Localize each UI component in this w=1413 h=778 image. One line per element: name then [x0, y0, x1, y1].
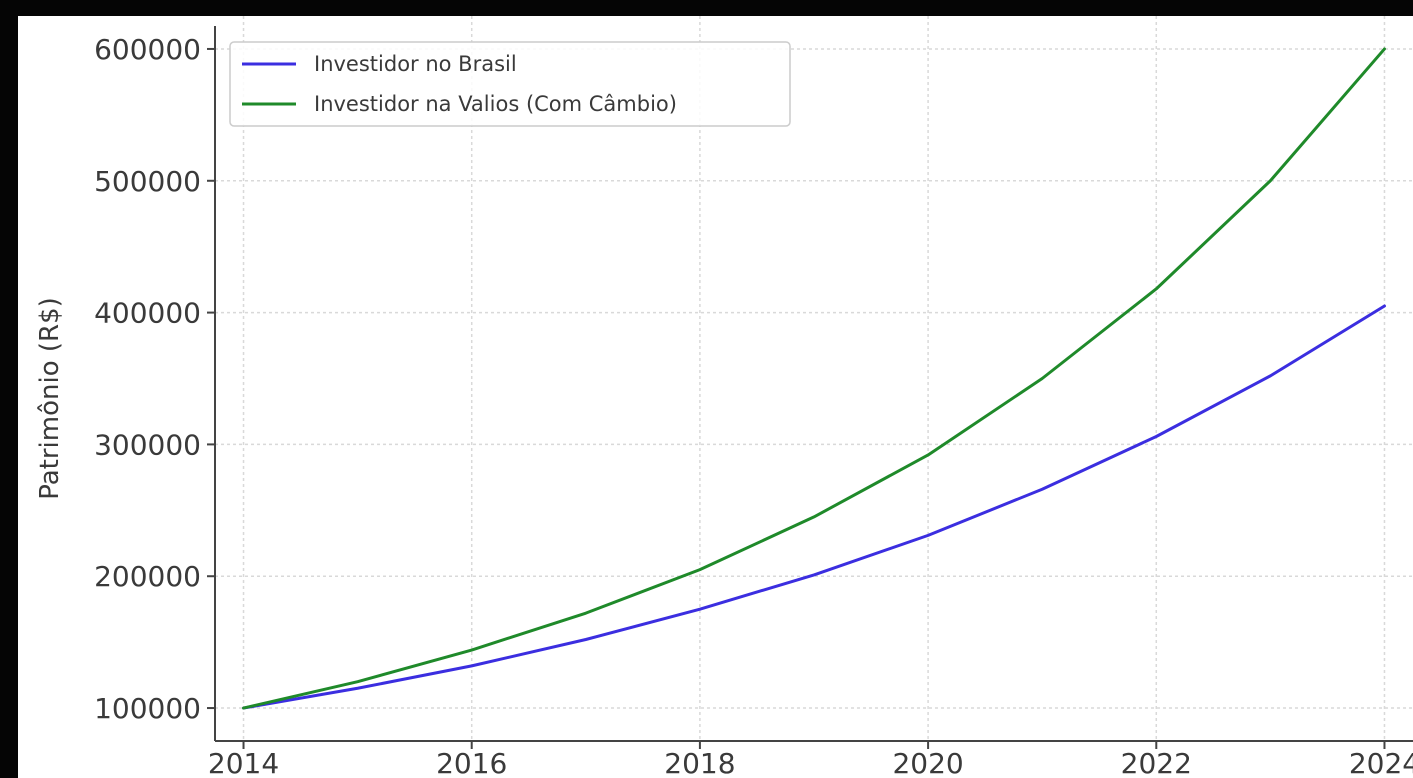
x-tick-label-2016: 2016: [436, 747, 507, 778]
legend-label-investidor-na-valios: Investidor na Valios (Com Câmbio): [314, 92, 677, 116]
legend-label-investidor-no-brasil: Investidor no Brasil: [314, 52, 517, 76]
x-tick-label-2024: 2024: [1349, 747, 1413, 778]
x-tick-label-2018: 2018: [664, 747, 735, 778]
line-chart: 100000 200000 300000 400000 500000 600000 2014…: [35, 16, 1413, 778]
x-tick-label-2014: 2014: [208, 747, 279, 778]
chart-frame: 100000 200000 300000 400000 500000 600000 2014…: [18, 16, 1413, 778]
legend-box: [229, 41, 791, 127]
tick-labels: 100000 200000 300000 400000 500000 600000 2014…: [94, 33, 1413, 778]
x-tick-label-2022: 2022: [1121, 747, 1192, 778]
y-tick-label-100000: 100000: [94, 692, 201, 725]
y-tick-label-600000: 600000: [94, 33, 201, 66]
x-tick-label-2020: 2020: [892, 747, 963, 778]
y-tick-label-500000: 500000: [94, 165, 201, 198]
series-line-investidor-no-brasil: [242, 304, 1386, 710]
y-tick-label-200000: 200000: [94, 560, 201, 593]
grid: [215, 16, 1413, 741]
y-tick-label-400000: 400000: [94, 297, 201, 330]
legend: Investidor no Brasil Investidor na Valio…: [229, 41, 791, 127]
series-lines: [242, 47, 1386, 710]
series-line-investidor-na-valios: [242, 47, 1386, 710]
y-tick-label-300000: 300000: [94, 428, 201, 461]
axes: [214, 26, 1413, 742]
y-axis-label: Patrimônio (R$): [35, 297, 65, 500]
